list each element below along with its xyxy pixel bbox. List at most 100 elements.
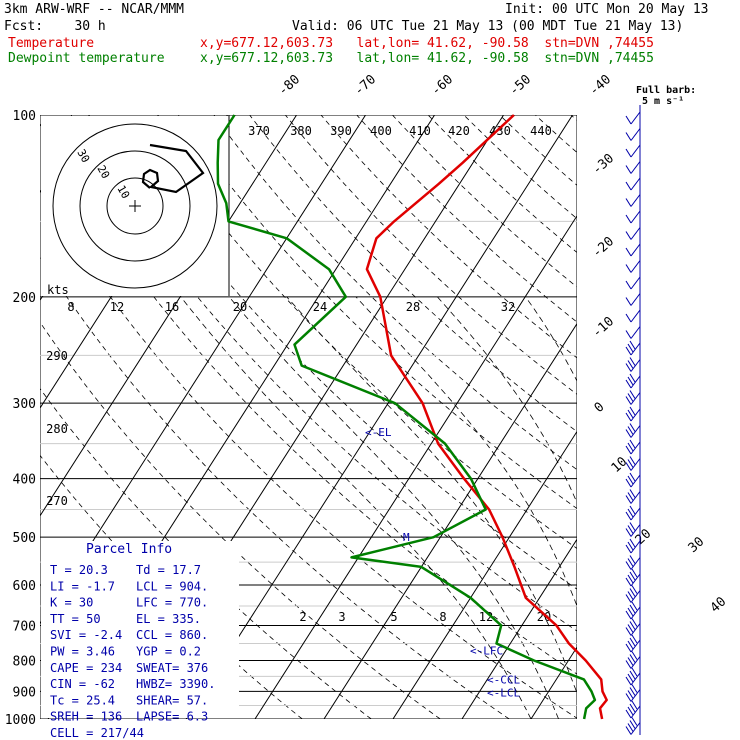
wind-barb: [625, 293, 641, 306]
wind-barb: [625, 423, 641, 438]
isotherm--20: [323, 322, 577, 719]
dry-adiabat: [499, 115, 577, 186]
wind-barb: [625, 326, 641, 339]
dry-adiabat: [392, 115, 577, 288]
parcel-info-item: LCL = 904.: [136, 579, 208, 593]
wind-barb: [625, 684, 641, 702]
wind-barb: [625, 276, 641, 290]
hodograph-ring-label: 20: [94, 163, 112, 181]
mixing-ratio-label: 24: [313, 300, 327, 314]
mixing-ratio-label: 28: [406, 300, 420, 314]
dry-adiabat: [320, 115, 577, 359]
hodograph-ring: [106, 177, 164, 235]
moist-adiabat: [180, 296, 532, 719]
parcel-info-item: SWEAT= 376: [136, 661, 208, 675]
barb-legend-title: Full barb:: [636, 85, 696, 96]
pressure-label: 500: [13, 531, 36, 546]
hodograph-unit: kts: [47, 283, 69, 297]
dry-adiabat: [535, 115, 577, 154]
mixing-ratio-label: 20: [537, 610, 551, 624]
pressure-label: 100: [13, 109, 36, 124]
barb-legend-value: 5 m s⁻¹: [642, 96, 684, 107]
wind-barb: [625, 489, 641, 504]
pressure-label: 900: [13, 685, 36, 700]
moist-adiabat: [608, 297, 697, 719]
hodograph-trace: [141, 143, 205, 194]
isotherm-label: -50: [507, 72, 534, 99]
isotherm-20: [600, 115, 740, 719]
mixing-ratio-label: 12: [110, 300, 124, 314]
theta-label: 390: [330, 124, 352, 138]
wind-barb: [625, 439, 641, 455]
isotherm-label: 0: [592, 400, 608, 416]
parcel-info-item: CAPE = 234: [50, 661, 122, 675]
wind-barb: [625, 357, 641, 372]
mixing-ratio-label: 8: [439, 610, 446, 624]
wind-barb: [625, 243, 641, 257]
wind-barb: [625, 634, 641, 653]
wind-barb: [625, 373, 641, 389]
pressure-label: 300: [13, 397, 36, 412]
parcel-info-item: LFC = 770.: [136, 596, 208, 610]
wind-barb: [625, 161, 641, 174]
moist-adiabat: [525, 296, 577, 382]
theta-label: 410: [409, 124, 431, 138]
mixing-ratio-label: 2: [299, 610, 306, 624]
isotherm-label: 30: [686, 534, 708, 556]
dry-adiabat: [177, 115, 577, 510]
dry-adiabat: [570, 115, 577, 121]
pressure-label: 800: [13, 654, 36, 669]
parcel-info-item: LAPSE= 6.3: [136, 710, 208, 724]
temperature-legend-label: Temperature: [8, 36, 95, 51]
theta-label: 440: [530, 124, 552, 138]
hodograph-ring: [52, 123, 218, 289]
wind-barb: [625, 309, 641, 323]
dry-adiabat: [463, 115, 577, 220]
hodograph-ring-label: 10: [114, 183, 132, 201]
wind-barb: [625, 390, 641, 405]
level-annotation: <-LCL: [487, 687, 520, 700]
temperature-profile: [365, 114, 608, 720]
moist-adiabat: [437, 296, 577, 504]
temperature-location: x,y=677.12,603.73 lat,lon= 41.62, -90.58…: [200, 36, 654, 51]
parcel-info-item: Tc = 25.4: [50, 693, 115, 707]
pressure-label: 700: [13, 619, 36, 634]
isotherm-30: [669, 115, 740, 719]
wind-barb: [625, 406, 641, 422]
theta-label: 270: [46, 494, 68, 508]
isotherm-label: -70: [352, 72, 379, 99]
wind-barb: [625, 717, 641, 735]
theta-label: 380: [290, 124, 312, 138]
hodograph-ring: [79, 150, 191, 262]
theta-label: 290: [46, 349, 68, 363]
parcel-info-item: HWBZ= 3390.: [136, 677, 215, 691]
parcel-info-item: LI = -1.7: [50, 579, 115, 593]
wind-barb: [625, 667, 641, 686]
parcel-info-item: SVI = -2.4: [50, 628, 122, 642]
wind-barb: [625, 538, 641, 554]
isotherm-label: -20: [590, 234, 617, 261]
pressure-label: 200: [13, 291, 36, 306]
parcel-info-item: CCL = 860.: [136, 628, 208, 642]
wind-barb: [625, 340, 641, 356]
dewpoint-profile: [216, 114, 597, 720]
theta-label: 400: [370, 124, 392, 138]
dry-adiabat: [284, 115, 577, 395]
parcel-cell-motion: CELL = 217/44: [50, 726, 144, 740]
mixing-ratio-label: 20: [233, 300, 247, 314]
parcel-info-title: Parcel Info: [86, 542, 172, 557]
pressure-label: 1000: [5, 713, 36, 728]
wind-barb: [625, 505, 641, 521]
moist-adiabat: [286, 296, 577, 695]
wind-barb: [625, 210, 641, 224]
dry-adiabat: [642, 115, 740, 719]
isotherm-label: -60: [429, 72, 456, 99]
wind-barb: [625, 651, 641, 669]
pressure-label: 400: [13, 473, 36, 488]
hodograph-ring-label: 30: [74, 147, 92, 165]
isotherm-0: [461, 538, 577, 719]
parcel-info-item: Td = 17.7: [136, 563, 201, 577]
isotherm--40: [185, 115, 573, 719]
wind-barb: [625, 144, 641, 158]
